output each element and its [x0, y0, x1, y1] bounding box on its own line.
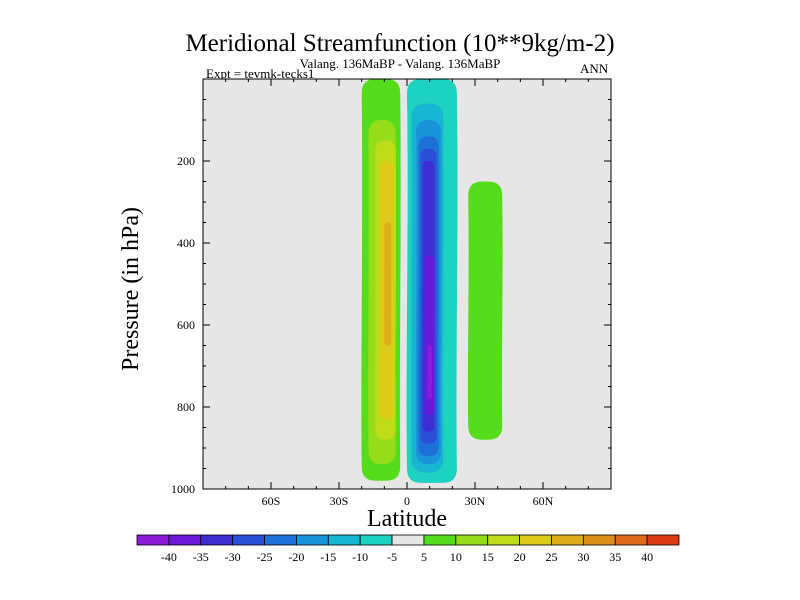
y-tick-label: 800: [177, 400, 195, 414]
colorbar-box: [327, 534, 361, 546]
colorbar-box: [232, 534, 265, 546]
season-label: ANN: [580, 61, 609, 76]
x-tick-label: 30N: [465, 494, 486, 508]
chart-title: Meridional Streamfunction (10**9kg/m-2): [185, 30, 615, 57]
colorbar-box: [519, 534, 552, 546]
colorbar-box: [551, 534, 584, 546]
colorbar-label: -5: [387, 550, 397, 564]
y-tick-label: 200: [177, 154, 195, 168]
x-axis-title: Latitude: [367, 506, 447, 532]
colorbar-label: -40: [161, 550, 177, 564]
colorbar-label: 35: [609, 550, 621, 564]
experiment-label: Expt = tevmk-tecks1: [206, 66, 315, 81]
colorbar-label: 15: [482, 550, 494, 564]
contour-fills: [361, 79, 503, 483]
x-tick-label: 60S: [262, 494, 281, 508]
colorbar-label: 40: [641, 550, 653, 564]
y-tick-label: 1000: [171, 482, 195, 496]
colorbar-box: [487, 534, 520, 546]
colorbar-label: -20: [288, 550, 304, 564]
subtropical-contour-5: [467, 181, 503, 440]
y-tick-label: 400: [177, 236, 195, 250]
colorbar-label: -15: [320, 550, 336, 564]
x-tick-label: 0: [404, 494, 410, 508]
colorbar-label: -35: [193, 550, 209, 564]
colorbar-box: [136, 534, 170, 546]
negative-contour-40: [427, 345, 432, 399]
colorbar-label: 20: [514, 550, 526, 564]
y-tick-label: 600: [177, 318, 195, 332]
colorbar-box: [296, 534, 329, 546]
colorbar-box: [391, 534, 425, 546]
colorbar-box: [582, 534, 616, 546]
y-axis-title: Pressure (in hPa): [118, 207, 144, 371]
colorbar-box: [264, 534, 297, 546]
colorbar-label: 10: [450, 550, 462, 564]
colorbar-label: 25: [545, 550, 557, 564]
chart-subtitle: Valang. 136MaBP - Valang. 136MaBP: [299, 56, 501, 71]
colorbar-label: 5: [421, 550, 427, 564]
positive-contour-25: [384, 222, 392, 346]
x-tick-label: 60N: [533, 494, 554, 508]
colorbar-label: -10: [352, 550, 368, 564]
colorbar-box: [168, 534, 202, 546]
colorbar-box: [614, 534, 648, 546]
x-tick-label: 30S: [330, 494, 349, 508]
colorbar-label: 30: [577, 550, 589, 564]
colorbar-label: -30: [225, 550, 241, 564]
colorbar-box: [423, 534, 457, 546]
colorbar-box: [455, 534, 489, 546]
colorbar-box: [200, 534, 234, 546]
negative-contour-35: [425, 255, 435, 416]
colorbar-box: [359, 534, 393, 546]
colorbar-box: [646, 534, 680, 546]
colorbar-label: -25: [257, 550, 273, 564]
